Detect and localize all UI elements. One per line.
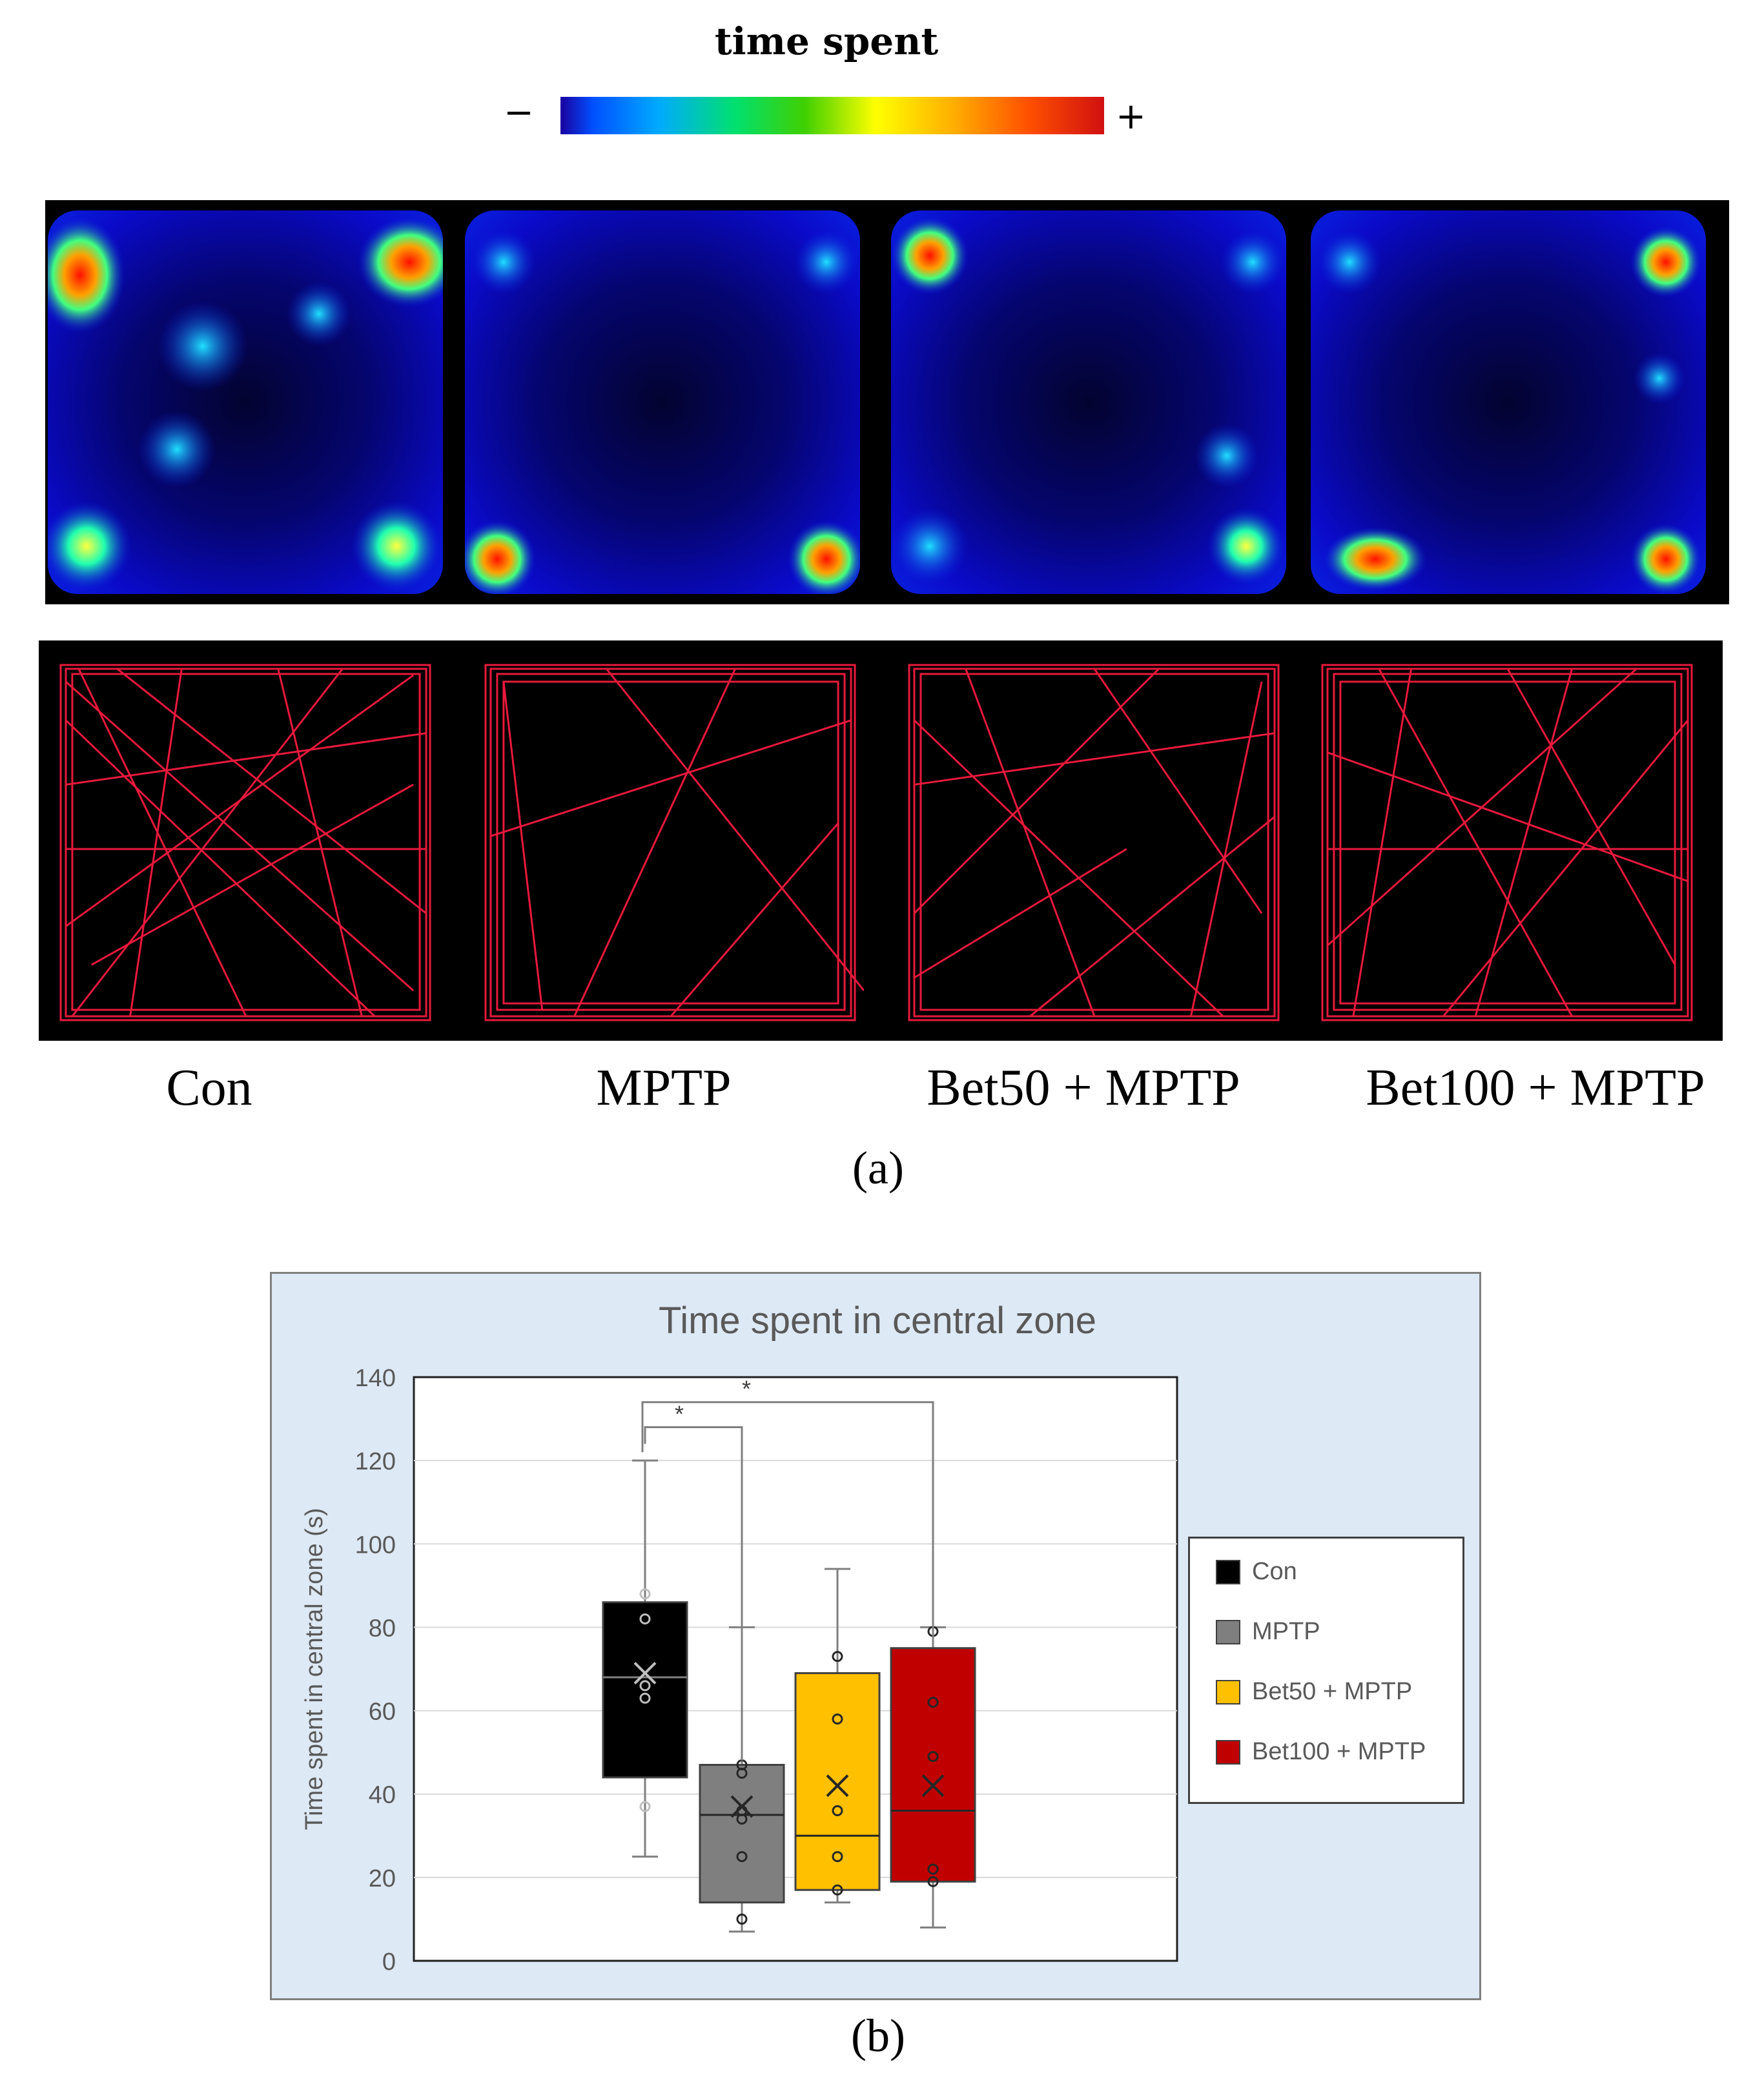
box-3-point	[927, 1863, 939, 1875]
track-mptp	[484, 664, 864, 1021]
box-2-iqr	[794, 1672, 881, 1891]
heatmap-bet100	[1311, 210, 1706, 594]
track-con	[59, 664, 431, 1021]
chart-title: Time spent in central zone	[659, 1300, 1096, 1342]
legend-label: Bet100 + MPTP	[1252, 1738, 1426, 1765]
legend-swatch	[1216, 1619, 1240, 1644]
track-bet50	[908, 664, 1280, 1021]
box-3-iqr	[890, 1647, 976, 1883]
panel-label-b: (b)	[851, 2010, 905, 2062]
y-tick-label: 140	[355, 1365, 396, 1392]
legend-swatch	[1216, 1679, 1240, 1704]
colorbar-min-label: −	[504, 92, 534, 134]
significance-bracket	[641, 1401, 934, 1644]
y-tick-label: 0	[382, 1949, 396, 1976]
track-bet100	[1321, 664, 1693, 1021]
box-0-point	[639, 1588, 651, 1600]
box-2-point	[832, 1713, 843, 1725]
colorbar-title: time spent	[714, 19, 939, 63]
colorbar-max-label: +	[1116, 96, 1146, 138]
significance-star: *	[675, 1400, 684, 1427]
panel-label-a: (a)	[852, 1142, 904, 1194]
box-3-point	[927, 1876, 939, 1887]
box-0-point	[639, 1613, 651, 1625]
legend-swatch	[1216, 1559, 1240, 1584]
heatmap-bet50-spots	[891, 217, 1285, 585]
significance-star: *	[742, 1376, 751, 1402]
legend-label: Bet50 + MPTP	[1252, 1678, 1413, 1705]
heatmap-bet50	[891, 210, 1286, 594]
heatmap-mptp-spots	[465, 230, 860, 594]
legend-item: Con	[1216, 1558, 1297, 1586]
heatmap-con	[48, 210, 443, 594]
legend-label: MPTP	[1252, 1618, 1320, 1645]
box-1-point	[736, 1913, 748, 1925]
box-3-mean-marker	[921, 1774, 945, 1797]
y-tick-label: 100	[355, 1531, 396, 1559]
box-1-iqr	[699, 1764, 785, 1904]
box-2-mean-marker	[826, 1774, 849, 1797]
box-3-point	[927, 1697, 939, 1708]
box-2-point	[832, 1851, 843, 1863]
group-label-con: Con	[166, 1059, 252, 1116]
legend-swatch	[1216, 1739, 1240, 1765]
box-2-point	[832, 1651, 843, 1663]
legend-item: MPTP	[1216, 1618, 1320, 1646]
heatmap-bet100-spots	[1317, 227, 1701, 594]
box-3-point	[927, 1751, 939, 1763]
legend-label: Con	[1252, 1558, 1297, 1585]
box-0-mean-marker	[633, 1662, 657, 1684]
box-2-point	[832, 1805, 843, 1817]
y-tick-label: 20	[369, 1865, 396, 1892]
box-plot: Time spent in central zone 0 20 40 60 80 100 12…	[301, 1300, 1178, 1976]
chart-legend: Con MPTP Bet50 + MPTP Bet100 + MPTP	[1188, 1537, 1464, 1804]
box-0-point	[639, 1692, 651, 1704]
y-tick-label: 80	[369, 1615, 396, 1642]
box-2-point	[832, 1884, 843, 1896]
y-axis-label: Time spent in central zone (s)	[301, 1508, 328, 1830]
group-label-mptp: MPTP	[596, 1059, 732, 1116]
group-label-bet50: Bet50 + MPTP	[927, 1059, 1240, 1116]
y-tick-label: 60	[369, 1699, 396, 1726]
box-1-point	[736, 1851, 748, 1863]
colorbar-gradient	[560, 97, 1104, 134]
y-tick-label: 40	[369, 1782, 396, 1809]
box-0-point	[639, 1801, 651, 1812]
significance-bracket	[644, 1426, 743, 1761]
box-1-point	[736, 1813, 748, 1825]
heatmap-mptp	[465, 210, 860, 594]
legend-item: Bet100 + MPTP	[1216, 1738, 1426, 1766]
y-tick-label: 120	[355, 1448, 396, 1475]
group-label-bet100: Bet100 + MPTP	[1366, 1059, 1705, 1116]
track-row	[39, 640, 1723, 1041]
legend-item: Bet50 + MPTP	[1216, 1678, 1412, 1706]
box-0-point	[639, 1680, 651, 1692]
heatmap-con-spots	[48, 217, 443, 591]
heatmap-row	[45, 200, 1729, 604]
box-1-point	[736, 1767, 748, 1779]
